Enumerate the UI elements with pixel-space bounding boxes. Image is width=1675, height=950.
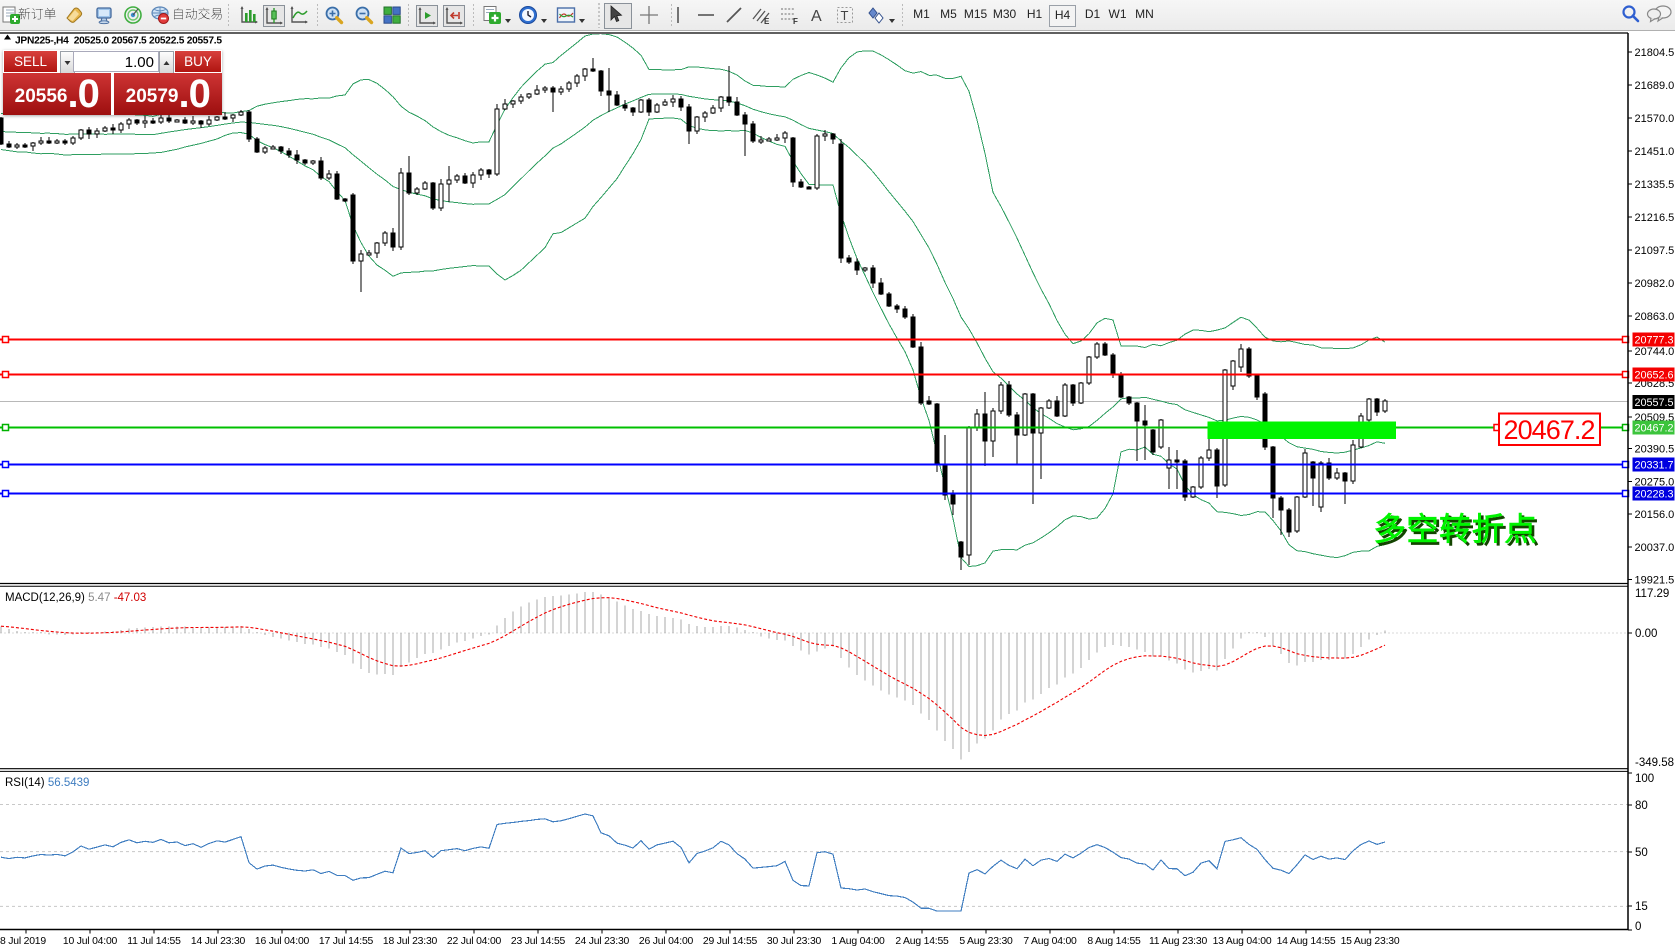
svg-text:20467.2: 20467.2 xyxy=(1635,423,1674,435)
svg-text:14 Jul 23:30: 14 Jul 23:30 xyxy=(191,936,246,947)
svg-text:0: 0 xyxy=(1635,921,1641,933)
svg-text:14 Aug 14:55: 14 Aug 14:55 xyxy=(1277,936,1336,947)
svg-text:23 Jul 14:55: 23 Jul 14:55 xyxy=(511,936,566,947)
svg-text:20744.0: 20744.0 xyxy=(1635,346,1675,358)
svg-text:20390.5: 20390.5 xyxy=(1635,444,1675,456)
svg-text:29 Jul 14:55: 29 Jul 14:55 xyxy=(703,936,758,947)
svg-text:20557.5: 20557.5 xyxy=(1635,397,1674,409)
svg-text:20652.6: 20652.6 xyxy=(1635,370,1674,382)
svg-text:8 Jul 2019: 8 Jul 2019 xyxy=(0,936,46,947)
svg-text:18 Jul 23:30: 18 Jul 23:30 xyxy=(383,936,438,947)
svg-text:19921.5: 19921.5 xyxy=(1635,575,1675,587)
svg-text:1 Aug 04:00: 1 Aug 04:00 xyxy=(831,936,885,947)
svg-text:20037.0: 20037.0 xyxy=(1635,542,1675,554)
svg-text:20777.3: 20777.3 xyxy=(1635,335,1674,347)
svg-text:20331.7: 20331.7 xyxy=(1635,460,1674,472)
svg-text:MACD(12,26,9) 5.47 -47.03: MACD(12,26,9) 5.47 -47.03 xyxy=(5,592,146,604)
svg-text:20982.0: 20982.0 xyxy=(1635,278,1675,290)
svg-text:15: 15 xyxy=(1635,901,1648,913)
svg-text:10 Jul 04:00: 10 Jul 04:00 xyxy=(63,936,118,947)
svg-text:F: F xyxy=(793,17,798,25)
svg-text:30 Jul 23:30: 30 Jul 23:30 xyxy=(767,936,822,947)
svg-text:21804.5: 21804.5 xyxy=(1635,47,1675,59)
svg-text:15 Aug 23:30: 15 Aug 23:30 xyxy=(1341,936,1400,947)
svg-text:11 Jul 14:55: 11 Jul 14:55 xyxy=(127,936,181,947)
svg-text:5 Aug 23:30: 5 Aug 23:30 xyxy=(959,936,1013,947)
svg-text:8 Aug 14:55: 8 Aug 14:55 xyxy=(1087,936,1141,947)
svg-text:T: T xyxy=(841,8,849,23)
svg-text:21097.5: 21097.5 xyxy=(1635,245,1675,257)
svg-text:16 Jul 04:00: 16 Jul 04:00 xyxy=(255,936,310,947)
svg-text:20467.2: 20467.2 xyxy=(1504,415,1596,445)
svg-text:100: 100 xyxy=(1635,773,1654,785)
svg-text:50: 50 xyxy=(1635,847,1648,859)
svg-text:20228.3: 20228.3 xyxy=(1635,489,1674,501)
svg-text:0.00: 0.00 xyxy=(1635,628,1657,640)
svg-text:26 Jul 04:00: 26 Jul 04:00 xyxy=(639,936,694,947)
svg-text:21335.5: 21335.5 xyxy=(1635,179,1675,191)
svg-text:21451.0: 21451.0 xyxy=(1635,146,1675,158)
svg-text:20156.0: 20156.0 xyxy=(1635,509,1675,521)
svg-text:22 Jul 04:00: 22 Jul 04:00 xyxy=(447,936,502,947)
svg-text:E: E xyxy=(764,17,770,25)
svg-text:JPN225-,H4 20525.0 20567.5 20: JPN225-,H4 20525.0 20567.5 20522.5 20557… xyxy=(15,36,222,47)
svg-text:21570.0: 21570.0 xyxy=(1635,113,1675,125)
svg-text:13 Aug 04:00: 13 Aug 04:00 xyxy=(1213,936,1272,947)
svg-text:A: A xyxy=(811,8,822,25)
svg-text:17 Jul 14:55: 17 Jul 14:55 xyxy=(319,936,374,947)
svg-text:24 Jul 23:30: 24 Jul 23:30 xyxy=(575,936,630,947)
svg-text:2 Aug 14:55: 2 Aug 14:55 xyxy=(895,936,949,947)
svg-text:21216.5: 21216.5 xyxy=(1635,212,1675,224)
svg-text:20275.0: 20275.0 xyxy=(1635,477,1675,489)
svg-text:7 Aug 04:00: 7 Aug 04:00 xyxy=(1023,936,1077,947)
svg-text:11 Aug 23:30: 11 Aug 23:30 xyxy=(1149,936,1207,947)
svg-text:80: 80 xyxy=(1635,800,1648,812)
svg-text:-349.58: -349.58 xyxy=(1635,757,1674,769)
svg-text:RSI(14) 56.5439: RSI(14) 56.5439 xyxy=(5,777,89,789)
svg-text:20863.0: 20863.0 xyxy=(1635,311,1675,323)
svg-text:21689.0: 21689.0 xyxy=(1635,80,1675,92)
svg-text:117.29: 117.29 xyxy=(1635,588,1669,600)
